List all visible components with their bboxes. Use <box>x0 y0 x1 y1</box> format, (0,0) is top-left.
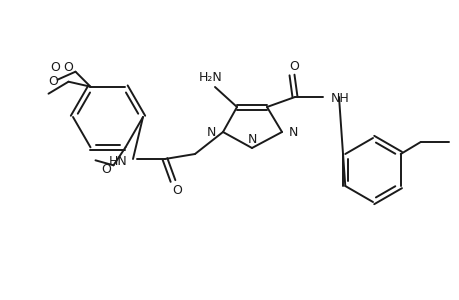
Text: H₂N: H₂N <box>199 70 223 83</box>
Text: NH: NH <box>330 92 349 104</box>
Text: N: N <box>206 125 216 139</box>
Text: N: N <box>288 125 298 139</box>
Text: O: O <box>172 184 182 196</box>
Text: N: N <box>247 133 256 146</box>
Text: O: O <box>50 61 60 74</box>
Text: O: O <box>49 75 58 88</box>
Text: O: O <box>63 61 73 74</box>
Text: HN: HN <box>109 154 128 167</box>
Text: O: O <box>101 163 111 176</box>
Text: O: O <box>288 59 298 73</box>
